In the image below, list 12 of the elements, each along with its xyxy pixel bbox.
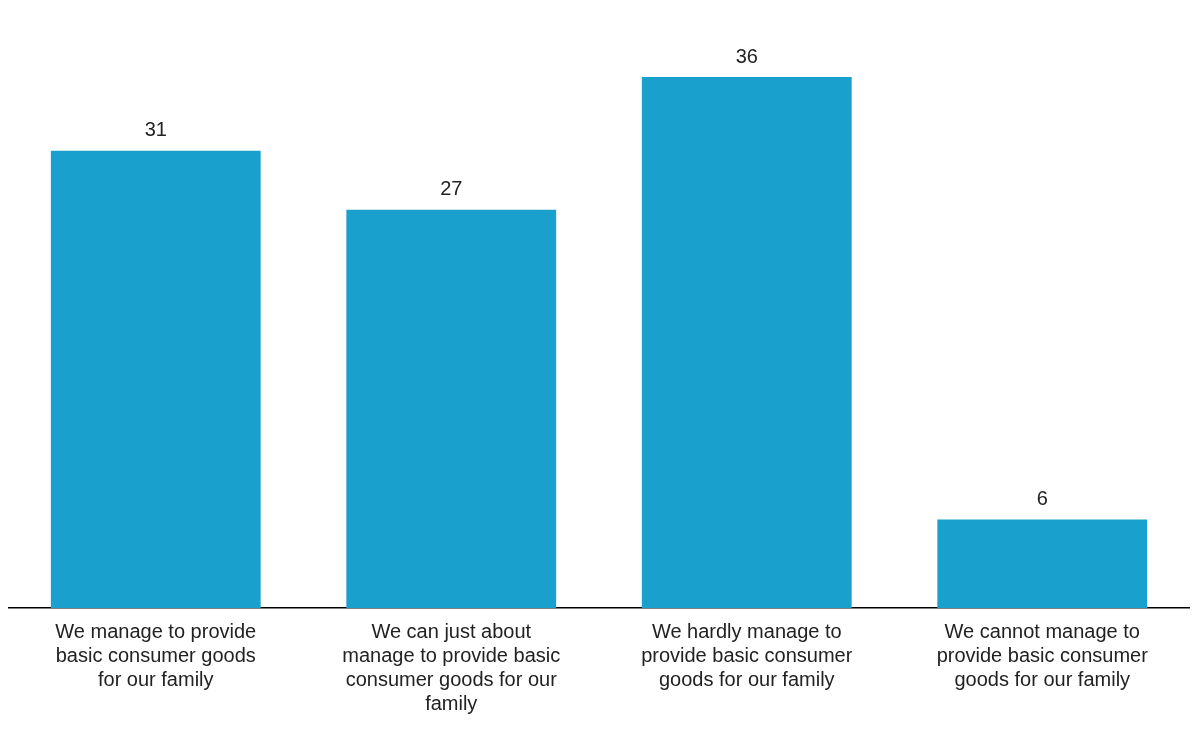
data-label: 31 <box>144 118 167 141</box>
data-label: 27 <box>440 177 463 200</box>
bar <box>50 150 261 608</box>
x-tick-label: We hardly manage to provide basic consumer goods for our family <box>641 619 853 690</box>
data-label: 6 <box>1036 487 1048 510</box>
bar <box>937 519 1148 608</box>
x-tick-label: We cannot manage to provide basic consumer goods for our family <box>936 619 1149 690</box>
bar <box>346 209 557 608</box>
data-label: 36 <box>735 44 758 67</box>
x-tick-label: We manage to provide basic consumer goods for our family <box>55 619 257 690</box>
x-tick-label: We can just about manage to provide basic consumer goods for our family <box>342 619 561 714</box>
bar <box>641 77 852 608</box>
